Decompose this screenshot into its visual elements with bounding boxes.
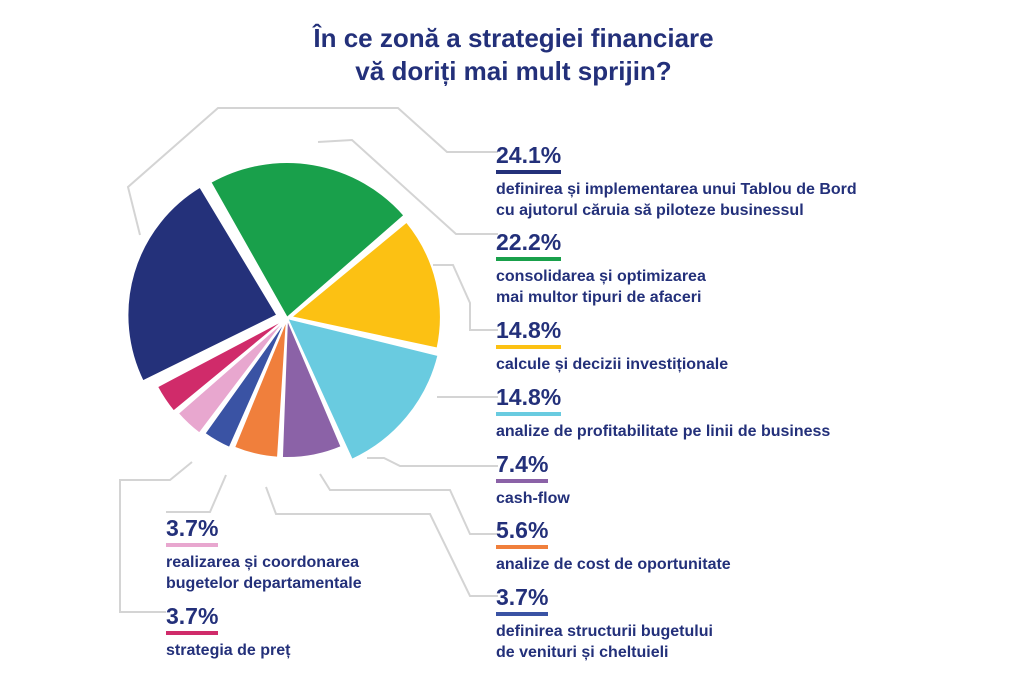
slice-description-2: consolidarea și optimizarea mai multor ti…	[496, 266, 706, 308]
pie-slice-5	[280, 317, 343, 459]
slice-description-5: cash-flow	[496, 488, 570, 509]
pie-slice-1	[126, 185, 279, 383]
slice-label-3: 14.8% calcule și decizii investiționale	[496, 318, 728, 375]
slice-description-1: definirea și implementarea unui Tablou d…	[496, 179, 857, 221]
slice-label-4: 14.8% analize de profitabilitate pe linii…	[496, 385, 830, 442]
slice-description-4: analize de profitabilitate pe linii de b…	[496, 421, 830, 442]
pie-slice-3	[288, 220, 442, 350]
slice-description-line: realizarea și coordonarea	[166, 554, 359, 571]
leader-line-6	[319, 473, 498, 535]
pie-slice-9	[155, 317, 288, 413]
slice-description-line: definirea structurii bugetului	[496, 623, 713, 640]
chart-title: În ce zonă a strategiei financiare vă do…	[0, 22, 1027, 88]
slice-description-9: strategia de preț	[166, 640, 290, 661]
leader-line-3	[433, 264, 498, 331]
slice-label-2: 22.2% consolidarea și optimizarea mai mult…	[496, 230, 706, 308]
slice-description-7: definirea structurii bugetului de venitur…	[496, 621, 713, 663]
slice-percentage-9: 3.7%	[166, 604, 219, 635]
slice-label-7: 3.7% definirea structurii bugetului de ven…	[496, 585, 713, 663]
slice-label-9: 3.7% strategia de preț	[166, 604, 290, 661]
slice-percentage-2: 22.2%	[496, 230, 562, 261]
slice-description-line: definirea și implementarea unui Tablou d…	[496, 181, 857, 198]
chart-title-line-1: În ce zonă a strategiei financiare	[313, 23, 714, 53]
slice-description-line: cu ajutorul căruia să piloteze businessu…	[496, 202, 804, 219]
slice-description-line: analize de cost de oportunitate	[496, 556, 731, 573]
pie-slice-6	[232, 317, 288, 459]
leader-line-9	[119, 461, 193, 613]
pie-slice-8	[176, 317, 288, 435]
slice-description-line: cash-flow	[496, 490, 570, 507]
slice-label-1: 24.1% definirea și implementarea unui Tab…	[496, 143, 857, 221]
slice-description-line: de venituri și cheltuieli	[496, 644, 669, 661]
slice-percentage-8: 3.7%	[166, 516, 219, 547]
slice-percentage-6: 5.6%	[496, 518, 549, 549]
leader-line-2	[317, 138, 498, 235]
pie-slice-2	[208, 161, 406, 320]
slice-description-line: strategia de preț	[166, 642, 291, 659]
slice-description-3: calcule și decizii investiționale	[496, 354, 728, 375]
slice-label-8: 3.7% realizarea și coordonarea bugetelor d…	[166, 516, 362, 594]
slice-label-5: 7.4% cash-flow	[496, 452, 570, 509]
leader-line-8	[166, 474, 227, 513]
chart-title-line-2: vă doriți mai mult sprijin?	[355, 56, 672, 86]
slice-description-line: bugetelor departamentale	[166, 575, 362, 592]
slice-percentage-1: 24.1%	[496, 143, 562, 174]
slice-percentage-7: 3.7%	[496, 585, 549, 616]
slice-percentage-5: 7.4%	[496, 452, 549, 483]
slice-percentage-4: 14.8%	[496, 385, 562, 416]
leader-line-5	[367, 457, 498, 467]
slice-description-line: calcule și decizii investiționale	[496, 356, 729, 373]
slice-percentage-3: 14.8%	[496, 318, 562, 349]
slice-description-line: consolidarea și optimizarea	[496, 268, 706, 285]
leader-line-7	[265, 486, 498, 597]
slice-description-6: analize de cost de oportunitate	[496, 554, 731, 575]
slice-description-line: mai multor tipuri de afaceri	[496, 289, 702, 306]
slice-description-8: realizarea și coordonarea bugetelor depar…	[166, 552, 362, 594]
slice-label-6: 5.6% analize de cost de oportunitate	[496, 518, 731, 575]
slice-description-line: analize de profitabilitate pe linii de b…	[496, 423, 831, 440]
pie-slice-7	[203, 317, 288, 450]
leader-line-1	[126, 107, 498, 236]
pie-slice-4	[285, 316, 440, 462]
